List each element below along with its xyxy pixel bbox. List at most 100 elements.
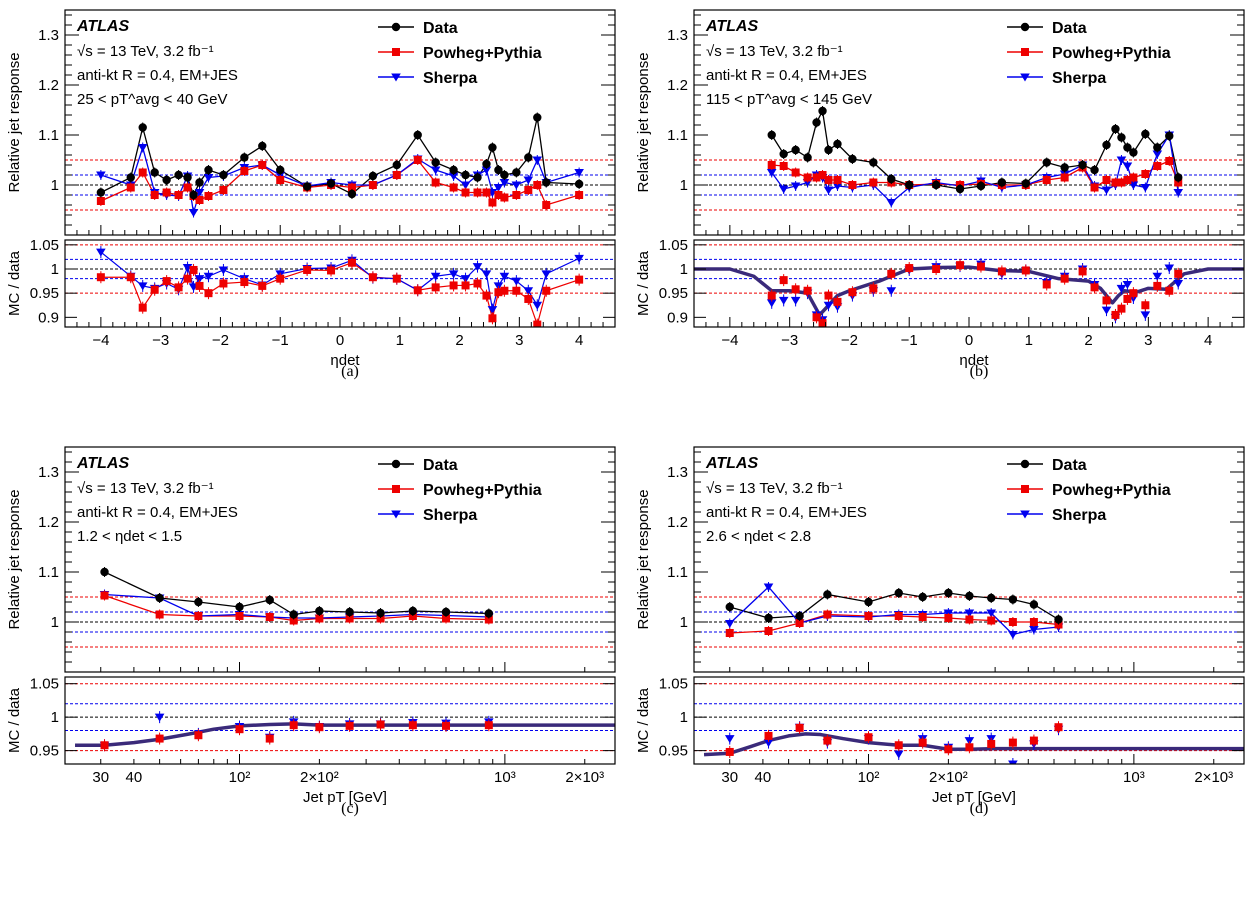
- y-tick-label: 1: [680, 177, 688, 194]
- data-point: [766, 169, 777, 177]
- data-point: [482, 188, 491, 197]
- data-point: [258, 161, 267, 169]
- ratio-point: [150, 285, 159, 294]
- ratio-point: [460, 275, 471, 284]
- ratio-point: [864, 733, 873, 742]
- legend-marker: [391, 22, 401, 32]
- data-point: [965, 615, 974, 624]
- ratio-point: [194, 731, 203, 740]
- data-point: [812, 173, 821, 182]
- ratio-point: [218, 266, 229, 275]
- x-tick-label: 2×10²: [929, 769, 968, 786]
- ratio-point: [265, 734, 274, 743]
- data-point: [864, 597, 873, 607]
- data-point: [1123, 143, 1132, 152]
- ratio-point: [932, 265, 941, 273]
- x-tick-label: 10³: [494, 769, 516, 786]
- x-tick-label: −1: [272, 332, 289, 349]
- y-tick-label: 1.1: [38, 564, 59, 581]
- y-tick-label: 1: [680, 614, 688, 631]
- data-point: [449, 183, 458, 192]
- ratio-point: [1090, 283, 1099, 292]
- data-point: [413, 156, 422, 164]
- data-point: [512, 191, 521, 199]
- legend-label: Data: [1052, 457, 1087, 474]
- x-tick-label: 4: [575, 332, 583, 349]
- legend-marker: [1020, 510, 1030, 519]
- ratio-point: [1173, 280, 1184, 288]
- panel-caption: (a): [341, 363, 359, 380]
- data-point: [219, 186, 228, 194]
- chart-panel: 1 1.1 1.2 1.3 0.9 0.95 1 1.05 −4 −3 −2 −1 0 1 2 3 4 Relat…: [635, 9, 1245, 380]
- info-line: √s = 13 TeV, 3.2 fb⁻¹: [706, 43, 843, 60]
- ratio-point: [327, 266, 336, 275]
- ratio-fit-curve: [703, 732, 1244, 757]
- ratio-point: [155, 734, 164, 743]
- ratio-plot-area: [694, 244, 1244, 327]
- data-point: [1153, 143, 1162, 152]
- data-point: [918, 613, 927, 621]
- data-point: [1029, 618, 1038, 626]
- y-tick-label: 0.95: [659, 285, 688, 302]
- data-point: [887, 174, 896, 184]
- ratio-point: [725, 747, 734, 756]
- data-point: [1008, 618, 1017, 626]
- legend-label: Powheg+Pythia: [423, 45, 542, 62]
- data-point: [240, 167, 249, 175]
- ratio-point: [100, 741, 109, 750]
- data-point: [533, 181, 542, 189]
- ratio-point: [126, 273, 135, 282]
- data-point: [1174, 173, 1183, 182]
- data-point: [150, 168, 159, 177]
- data-point: [442, 614, 451, 623]
- data-point: [1090, 183, 1099, 192]
- y-tick-label: 1.05: [30, 237, 59, 254]
- data-point: [189, 190, 198, 200]
- x-tick-label: 40: [126, 769, 143, 786]
- ratio-plot-frame: [693, 676, 1245, 765]
- data-point: [195, 196, 204, 204]
- y-tick-label: 1.2: [38, 514, 59, 531]
- x-tick-label: −4: [92, 332, 109, 349]
- series-line: [104, 593, 489, 619]
- ratio-point: [767, 291, 776, 300]
- data-point: [1173, 189, 1184, 197]
- ratio-point: [1042, 280, 1051, 289]
- data-point: [461, 170, 470, 180]
- x-tick-label: 10³: [1123, 769, 1145, 786]
- legend-label: Data: [423, 20, 458, 37]
- data-point: [494, 191, 503, 199]
- y-axis-label: Relative jet response: [6, 52, 23, 192]
- data-point: [823, 590, 832, 599]
- ratio-point: [494, 288, 503, 297]
- data-point: [1060, 173, 1069, 182]
- ratio-point: [778, 296, 789, 305]
- ratio-point: [1141, 301, 1150, 310]
- data-point: [174, 191, 183, 199]
- data-point: [1042, 176, 1051, 184]
- legend-marker: [1021, 48, 1029, 56]
- ratio-point: [472, 263, 483, 272]
- data-point: [500, 193, 509, 202]
- data-point: [392, 171, 401, 179]
- data-point: [818, 106, 827, 116]
- y-tick-label: 1.05: [30, 676, 59, 693]
- data-point: [976, 181, 986, 191]
- top-plot-frame: [64, 446, 616, 673]
- ratio-point: [484, 721, 493, 730]
- data-point: [431, 158, 440, 167]
- ratio-point: [1102, 296, 1111, 305]
- data-point: [473, 173, 482, 182]
- top-plot-area: [65, 567, 615, 648]
- data-point: [183, 173, 192, 182]
- data-point: [823, 186, 834, 195]
- data-point: [155, 610, 164, 619]
- data-point: [1117, 133, 1126, 142]
- ratio-point: [204, 289, 213, 298]
- ratio-point: [575, 275, 584, 284]
- y-tick-label: 0.95: [30, 743, 59, 760]
- data-point: [1111, 124, 1120, 134]
- ratio-point: [194, 275, 205, 284]
- data-point: [894, 588, 903, 598]
